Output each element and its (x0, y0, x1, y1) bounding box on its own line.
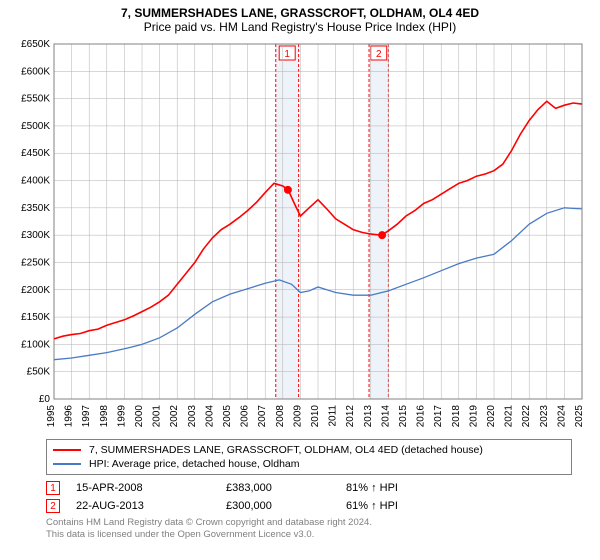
svg-text:£650K: £650K (21, 39, 50, 50)
svg-text:2023: 2023 (539, 405, 550, 428)
svg-text:2025: 2025 (574, 405, 585, 428)
event-marker: 1 (46, 481, 60, 495)
svg-text:1995: 1995 (46, 405, 57, 428)
svg-text:£200K: £200K (21, 285, 50, 296)
svg-text:2022: 2022 (521, 405, 532, 428)
footer-line: This data is licensed under the Open Gov… (46, 529, 572, 541)
svg-text:£100K: £100K (21, 339, 50, 350)
event-row: 1 15-APR-2008 £383,000 81% ↑ HPI (46, 479, 572, 497)
svg-text:2017: 2017 (433, 405, 444, 428)
event-date: 22-AUG-2013 (76, 500, 226, 512)
svg-text:£400K: £400K (21, 176, 50, 187)
event-note: 61% ↑ HPI (346, 500, 546, 512)
legend-swatch (53, 449, 81, 451)
svg-text:2002: 2002 (169, 405, 180, 428)
event-table: 1 15-APR-2008 £383,000 81% ↑ HPI 2 22-AU… (46, 479, 572, 515)
chart-container: 7, SUMMERSHADES LANE, GRASSCROFT, OLDHAM… (0, 0, 600, 560)
legend-item: HPI: Average price, detached house, Oldh… (53, 457, 565, 471)
svg-text:2004: 2004 (204, 405, 215, 428)
svg-text:2008: 2008 (275, 405, 286, 428)
svg-text:£250K: £250K (21, 257, 50, 268)
svg-text:2007: 2007 (257, 405, 268, 428)
legend-swatch (53, 463, 81, 465)
svg-text:2015: 2015 (398, 405, 409, 428)
event-date: 15-APR-2008 (76, 482, 226, 494)
svg-text:£550K: £550K (21, 94, 50, 105)
svg-text:2001: 2001 (152, 405, 163, 428)
legend-label: HPI: Average price, detached house, Oldh… (89, 458, 300, 470)
svg-text:2014: 2014 (380, 405, 391, 428)
svg-text:£350K: £350K (21, 203, 50, 214)
svg-text:2012: 2012 (345, 405, 356, 428)
svg-text:2006: 2006 (240, 405, 251, 428)
svg-text:2000: 2000 (134, 405, 145, 428)
chart-svg: 1 2 £0 £50K £100K £150K £200K £250K £300K £350K £4… (8, 38, 592, 433)
svg-text:2010: 2010 (310, 405, 321, 428)
legend-item: 7, SUMMERSHADES LANE, GRASSCROFT, OLDHAM… (53, 443, 565, 457)
svg-text:2013: 2013 (363, 405, 374, 428)
svg-text:£300K: £300K (21, 230, 50, 241)
event-price: £300,000 (226, 500, 346, 512)
legend-label: 7, SUMMERSHADES LANE, GRASSCROFT, OLDHAM… (89, 444, 483, 456)
svg-text:2011: 2011 (328, 405, 339, 427)
svg-text:1998: 1998 (99, 405, 110, 428)
svg-text:£150K: £150K (21, 312, 50, 323)
svg-text:2003: 2003 (187, 405, 198, 428)
footer: Contains HM Land Registry data © Crown c… (46, 517, 572, 541)
legend: 7, SUMMERSHADES LANE, GRASSCROFT, OLDHAM… (46, 439, 572, 475)
svg-text:£0: £0 (39, 394, 51, 405)
event-row: 2 22-AUG-2013 £300,000 61% ↑ HPI (46, 497, 572, 515)
title-sub: Price paid vs. HM Land Registry's House … (8, 20, 592, 34)
svg-text:2020: 2020 (486, 405, 497, 428)
event-price: £383,000 (226, 482, 346, 494)
svg-text:£500K: £500K (21, 121, 50, 132)
svg-text:2019: 2019 (468, 405, 479, 428)
svg-text:£600K: £600K (21, 66, 50, 77)
svg-text:1996: 1996 (64, 405, 75, 428)
svg-text:2021: 2021 (504, 405, 515, 428)
svg-text:1: 1 (284, 49, 290, 60)
svg-text:2024: 2024 (556, 405, 567, 428)
price-chart: 1 2 £0 £50K £100K £150K £200K £250K £300K £350K £4… (8, 38, 592, 433)
title-block: 7, SUMMERSHADES LANE, GRASSCROFT, OLDHAM… (8, 6, 592, 34)
svg-text:2009: 2009 (292, 405, 303, 428)
svg-text:2: 2 (376, 49, 382, 60)
svg-text:£450K: £450K (21, 148, 50, 159)
footer-line: Contains HM Land Registry data © Crown c… (46, 517, 572, 529)
event-note: 81% ↑ HPI (346, 482, 546, 494)
svg-text:2005: 2005 (222, 405, 233, 428)
svg-text:1997: 1997 (81, 405, 92, 428)
title-main: 7, SUMMERSHADES LANE, GRASSCROFT, OLDHAM… (8, 6, 592, 20)
svg-text:1999: 1999 (116, 405, 127, 428)
svg-text:2018: 2018 (451, 405, 462, 428)
svg-text:£50K: £50K (27, 367, 51, 378)
svg-text:2016: 2016 (416, 405, 427, 428)
event-marker: 2 (46, 499, 60, 513)
